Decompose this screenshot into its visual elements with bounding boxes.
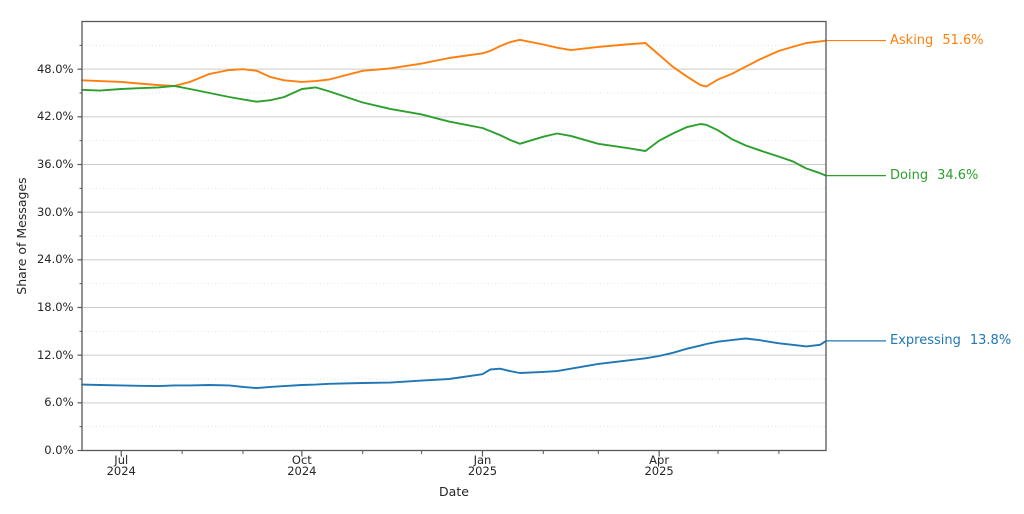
y-tick-label: 30.0% — [36, 204, 74, 219]
x-tick-label: Apr 2025 — [627, 454, 691, 478]
x-tick-label-year: 2025 — [467, 464, 498, 478]
annotation-expressing-value: 13.8% — [969, 332, 1012, 348]
annotation-asking-name: Asking — [890, 32, 934, 48]
annotation-asking: Asking 51.6% — [890, 33, 984, 49]
x-tick-label: Oct 2024 — [270, 454, 334, 478]
series-line-asking — [81, 38, 827, 88]
y-tick-label: 0.0% — [44, 443, 74, 457]
y-tick-label: 48.0% — [36, 61, 74, 76]
y-tick-label: 12.0% — [36, 347, 74, 362]
x-tick-label: Jul 2024 — [89, 454, 153, 478]
y-tick-label: 42.0% — [36, 109, 74, 124]
annotation-doing-value: 34.6% — [937, 167, 979, 183]
x-tick-label: Jan 2025 — [450, 454, 514, 478]
annotation-doing-name: Doing — [890, 167, 929, 183]
x-tick-label-year: 2024 — [106, 464, 136, 478]
series-line-doing — [81, 84, 827, 177]
annotation-expressing: Expressing 13.8% — [890, 333, 1011, 349]
annotation-expressing-name: Expressing — [890, 332, 961, 348]
series-line-expressing — [81, 337, 827, 390]
y-tick-label: 18.0% — [36, 300, 74, 314]
annotation-asking-value: 51.6% — [942, 32, 984, 48]
y-tick-label: 24.0% — [36, 252, 74, 267]
y-tick-label: 6.0% — [44, 395, 74, 410]
x-axis-title: Date — [439, 483, 469, 499]
x-tick-label-year: 2025 — [644, 464, 674, 478]
y-axis-title: Share of Messages — [14, 177, 29, 295]
annotation-doing: Doing 34.6% — [890, 168, 978, 184]
x-tick-label-year: 2024 — [287, 464, 317, 478]
y-tick-label: 36.0% — [36, 157, 74, 171]
